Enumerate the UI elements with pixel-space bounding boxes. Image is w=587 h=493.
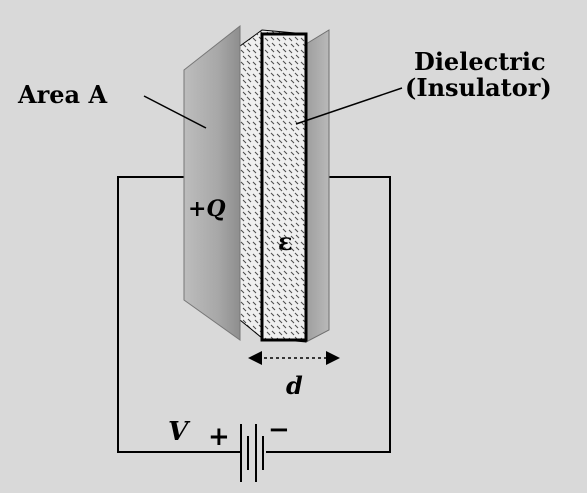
dielectric-slab — [260, 32, 308, 342]
left-plate — [183, 24, 241, 341]
dielectric-label: Dielectric — [414, 47, 546, 76]
charge-label: +Q — [188, 196, 226, 222]
insulator-label: (Insulator) — [405, 73, 552, 102]
battery-symbol — [240, 424, 264, 482]
dielectric-pointer-line — [295, 87, 403, 125]
circuit-wire — [117, 176, 391, 453]
permittivity-label: ε — [278, 227, 293, 256]
area-label: Area A — [17, 80, 107, 109]
battery-minus-label: − — [268, 415, 290, 445]
battery-plus-label: + — [208, 422, 230, 452]
voltage-label: V — [168, 417, 191, 447]
right-plate — [305, 29, 330, 343]
area-pointer-line — [143, 95, 207, 129]
separation-arrow — [248, 351, 340, 365]
separation-label: d — [286, 371, 303, 400]
